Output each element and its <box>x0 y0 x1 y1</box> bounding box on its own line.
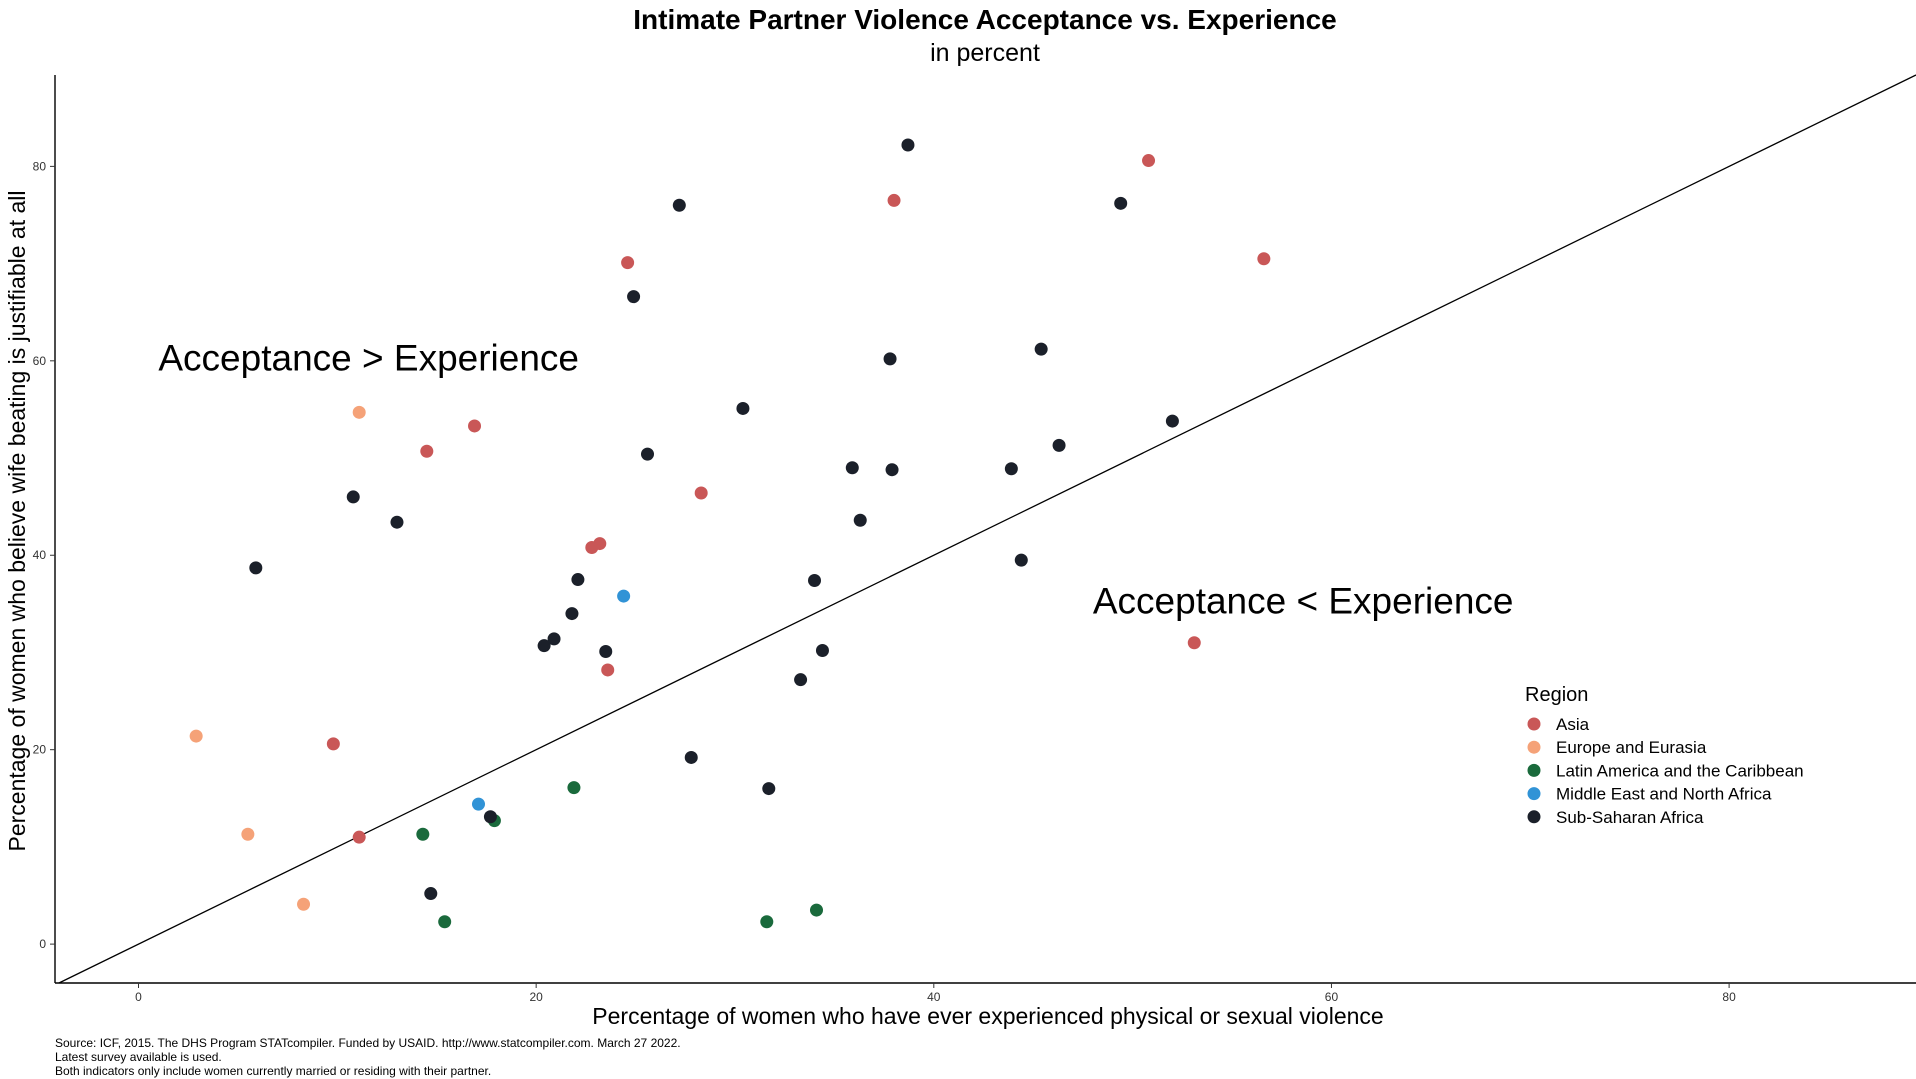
data-point-sub-saharan-africa <box>883 352 897 366</box>
data-point-middle-east-and-north-africa <box>471 797 485 811</box>
data-point-asia <box>621 256 635 270</box>
data-point-asia <box>887 193 901 207</box>
identity-reference-line <box>58 74 1916 984</box>
data-point-asia <box>326 737 340 751</box>
data-point-sub-saharan-africa <box>885 463 899 477</box>
data-point-asia <box>694 486 708 500</box>
data-point-asia <box>585 540 599 554</box>
data-point-sub-saharan-africa <box>736 401 750 415</box>
data-point-sub-saharan-africa <box>901 138 915 152</box>
data-point-sub-saharan-africa <box>640 447 654 461</box>
data-point-latin-america-and-the-caribbean <box>438 915 452 929</box>
caption-indicator-note: Both indicators only include women curre… <box>55 1064 491 1078</box>
x-axis-title: Percentage of women who have ever experi… <box>592 1003 1383 1029</box>
data-point-sub-saharan-africa <box>794 673 808 687</box>
legend-key <box>1527 763 1541 777</box>
data-point-sub-saharan-africa <box>547 632 561 646</box>
data-point-sub-saharan-africa <box>571 573 585 587</box>
data-point-europe-and-eurasia <box>297 897 311 911</box>
data-point-sub-saharan-africa <box>1014 553 1028 567</box>
data-point-asia <box>420 444 434 458</box>
y-tick-label: 80 <box>33 159 47 173</box>
x-tick-label: 80 <box>1722 990 1736 1004</box>
ticks-layer: 0 20 40 60 80 0 20 40 60 80 <box>33 159 1736 1004</box>
chart-subtitle: in percent <box>930 39 1040 67</box>
data-point-sub-saharan-africa <box>483 810 497 824</box>
legend-label: Asia <box>1556 715 1590 734</box>
data-point-latin-america-and-the-caribbean <box>416 827 430 841</box>
y-axis-title: Percentage of women who believe wife bea… <box>4 191 30 852</box>
data-point-europe-and-eurasia <box>241 827 255 841</box>
legend-key <box>1527 740 1541 754</box>
data-point-sub-saharan-africa <box>1004 462 1018 476</box>
chart-title: Intimate Partner Violence Acceptance vs.… <box>633 4 1336 35</box>
legend: Region Asia Europe and Eurasia Latin Ameri… <box>1525 684 1804 827</box>
legend-key <box>1527 717 1541 731</box>
data-point-sub-saharan-africa <box>346 490 360 504</box>
data-point-sub-saharan-africa <box>565 607 579 621</box>
data-point-europe-and-eurasia <box>189 729 203 743</box>
y-tick-label: 0 <box>39 937 46 951</box>
data-point-sub-saharan-africa <box>808 574 822 588</box>
data-point-latin-america-and-the-caribbean <box>567 781 581 795</box>
x-tick-label: 60 <box>1325 990 1339 1004</box>
data-point-sub-saharan-africa <box>853 513 867 527</box>
data-point-sub-saharan-africa <box>1052 438 1066 452</box>
data-point-sub-saharan-africa <box>845 461 859 475</box>
data-point-asia <box>1187 636 1201 650</box>
caption-survey-note: Latest survey available is used. <box>55 1050 222 1064</box>
legend-label: Latin America and the Caribbean <box>1556 761 1804 780</box>
data-point-sub-saharan-africa <box>684 750 698 764</box>
x-tick-label: 20 <box>529 990 543 1004</box>
data-point-latin-america-and-the-caribbean <box>760 915 774 929</box>
data-point-sub-saharan-africa <box>424 887 438 901</box>
data-point-sub-saharan-africa <box>599 644 613 658</box>
data-point-sub-saharan-africa <box>762 782 776 796</box>
legend-label: Europe and Eurasia <box>1556 738 1707 757</box>
x-tick-label: 0 <box>135 990 142 1004</box>
y-tick-label: 60 <box>33 354 47 368</box>
data-point-asia <box>352 830 366 844</box>
data-point-latin-america-and-the-caribbean <box>809 903 823 917</box>
data-point-sub-saharan-africa <box>815 644 829 658</box>
reference-line-layer <box>58 74 1916 984</box>
caption-source: Source: ICF, 2015. The DHS Program STATc… <box>55 1036 681 1050</box>
annotation-above-line: Acceptance > Experience <box>158 338 579 379</box>
legend-items: Asia Europe and Eurasia Latin America and … <box>1527 715 1804 827</box>
data-point-sub-saharan-africa <box>1165 414 1179 428</box>
data-point-europe-and-eurasia <box>352 405 366 419</box>
y-tick-label: 20 <box>33 743 47 757</box>
data-point-sub-saharan-africa <box>249 561 263 575</box>
x-tick-label: 40 <box>927 990 941 1004</box>
data-point-asia <box>1142 154 1156 168</box>
data-point-middle-east-and-north-africa <box>617 589 631 603</box>
data-point-asia <box>601 663 615 677</box>
data-point-asia <box>1257 252 1271 266</box>
data-point-sub-saharan-africa <box>1034 342 1048 356</box>
y-tick-label: 40 <box>33 548 47 562</box>
data-point-sub-saharan-africa <box>1114 196 1128 210</box>
data-point-sub-saharan-africa <box>390 515 404 529</box>
data-point-sub-saharan-africa <box>627 290 641 304</box>
data-point-sub-saharan-africa <box>537 639 551 653</box>
points-layer <box>189 138 1271 929</box>
legend-key <box>1527 787 1541 801</box>
legend-key <box>1527 810 1541 824</box>
data-point-sub-saharan-africa <box>672 198 686 212</box>
legend-title: Region <box>1525 684 1588 706</box>
legend-label: Sub-Saharan Africa <box>1556 808 1704 827</box>
annotation-below-line: Acceptance < Experience <box>1093 581 1514 622</box>
data-point-asia <box>468 419 482 433</box>
legend-label: Middle East and North Africa <box>1556 785 1772 804</box>
